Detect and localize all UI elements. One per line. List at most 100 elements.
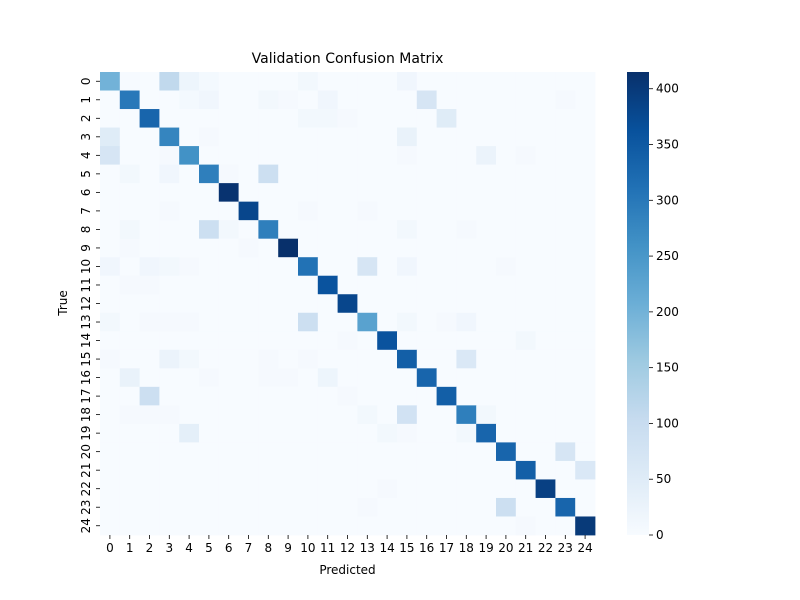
heatmap-cell xyxy=(575,386,596,406)
heatmap-cell xyxy=(199,127,220,147)
heatmap-cell xyxy=(199,405,220,425)
heatmap-cell xyxy=(218,368,239,388)
heatmap-cell xyxy=(337,405,358,425)
heatmap-cell xyxy=(436,201,457,221)
heatmap-cell xyxy=(317,90,338,110)
heatmap-cell xyxy=(575,127,596,147)
heatmap-cell xyxy=(416,331,437,351)
heatmap-cell xyxy=(397,127,418,147)
heatmap-cell xyxy=(238,183,259,203)
heatmap-cell xyxy=(456,331,477,351)
heatmap-cell xyxy=(238,201,259,221)
heatmap-cell xyxy=(377,109,398,128)
heatmap-cell xyxy=(258,294,279,314)
heatmap-cell xyxy=(298,331,319,351)
y-tick-label: 6 xyxy=(79,189,93,197)
heatmap-cell xyxy=(436,146,457,165)
heatmap-cell xyxy=(535,460,556,480)
heatmap-cell xyxy=(476,368,497,388)
heatmap-cell xyxy=(159,220,180,240)
heatmap-cell xyxy=(139,127,160,147)
heatmap-cell xyxy=(575,516,596,536)
heatmap-cell xyxy=(278,312,299,332)
heatmap-cell xyxy=(555,497,576,517)
heatmap-cell xyxy=(139,312,160,332)
heatmap-cell xyxy=(357,90,378,110)
heatmap-cell xyxy=(199,275,220,295)
heatmap-cell xyxy=(159,201,180,221)
heatmap-cell xyxy=(199,516,220,536)
heatmap-cell xyxy=(397,516,418,536)
heatmap-cell xyxy=(258,90,279,110)
heatmap-cell xyxy=(377,368,398,388)
heatmap-cell xyxy=(377,312,398,332)
heatmap-cell xyxy=(139,275,160,295)
heatmap-cell xyxy=(218,275,239,295)
heatmap-cell xyxy=(119,294,140,314)
heatmap-cell xyxy=(100,183,121,203)
heatmap-cell xyxy=(199,442,220,462)
heatmap-cell xyxy=(357,257,378,277)
heatmap-cell xyxy=(397,460,418,480)
heatmap-cell xyxy=(218,90,239,110)
heatmap-cell xyxy=(100,368,121,388)
heatmap-cell xyxy=(357,294,378,314)
y-tick-label: 5 xyxy=(79,170,93,178)
heatmap-cell xyxy=(119,164,140,184)
heatmap-cell xyxy=(436,127,457,147)
heatmap-cell xyxy=(575,423,596,443)
x-axis-ticks: 0 1 2 3 4 5 6 7 8 9 10 11 12 13 14 15 16 17 18 19 20 21 22 23 24 xyxy=(106,535,593,555)
heatmap-cell xyxy=(436,386,457,406)
heatmap-cell xyxy=(317,479,338,499)
heatmap-cell xyxy=(535,164,556,184)
heatmap-cell xyxy=(357,516,378,536)
heatmap-cell xyxy=(179,386,200,406)
heatmap-cell xyxy=(159,479,180,499)
heatmap-cell xyxy=(317,312,338,332)
heatmap-cell xyxy=(555,331,576,351)
colorbar-tick-label: 0 xyxy=(656,528,664,542)
heatmap-cell xyxy=(476,183,497,203)
heatmap-cell xyxy=(179,220,200,240)
heatmap-cell xyxy=(377,349,398,369)
heatmap-cell xyxy=(317,164,338,184)
heatmap-cell xyxy=(119,275,140,295)
heatmap-cell xyxy=(476,220,497,240)
heatmap-cell xyxy=(496,109,517,128)
heatmap-cell xyxy=(377,90,398,110)
heatmap-cell xyxy=(575,275,596,295)
heatmap-cell xyxy=(159,183,180,203)
heatmap-cell xyxy=(238,349,259,369)
heatmap-cell xyxy=(278,442,299,462)
colorbar-tick-label: 150 xyxy=(656,361,679,375)
heatmap-cell xyxy=(575,368,596,388)
heatmap-cell xyxy=(357,146,378,165)
heatmap-cell xyxy=(397,201,418,221)
heatmap-cell xyxy=(100,442,121,462)
y-tick-label: 7 xyxy=(79,207,93,215)
heatmap-cell xyxy=(278,238,299,258)
heatmap-cell xyxy=(496,127,517,147)
heatmap-cell xyxy=(515,331,536,351)
heatmap-cell xyxy=(535,109,556,128)
heatmap-cell xyxy=(119,331,140,351)
heatmap-cell xyxy=(575,146,596,165)
heatmap-cell xyxy=(139,201,160,221)
heatmap-cell xyxy=(377,183,398,203)
heatmap-cell xyxy=(416,442,437,462)
heatmap-cell xyxy=(515,90,536,110)
heatmap-cell xyxy=(377,423,398,443)
heatmap-cell xyxy=(159,109,180,128)
heatmap-cell xyxy=(119,90,140,110)
heatmap-cell xyxy=(416,460,437,480)
heatmap-cell xyxy=(555,72,576,91)
heatmap-cell xyxy=(515,349,536,369)
heatmap-cell xyxy=(100,386,121,406)
heatmap-cell xyxy=(575,294,596,314)
heatmap-cell xyxy=(238,220,259,240)
heatmap-cell xyxy=(119,349,140,369)
heatmap-cell xyxy=(496,220,517,240)
heatmap-cell xyxy=(238,90,259,110)
heatmap-cell xyxy=(337,460,358,480)
heatmap-cell xyxy=(416,183,437,203)
